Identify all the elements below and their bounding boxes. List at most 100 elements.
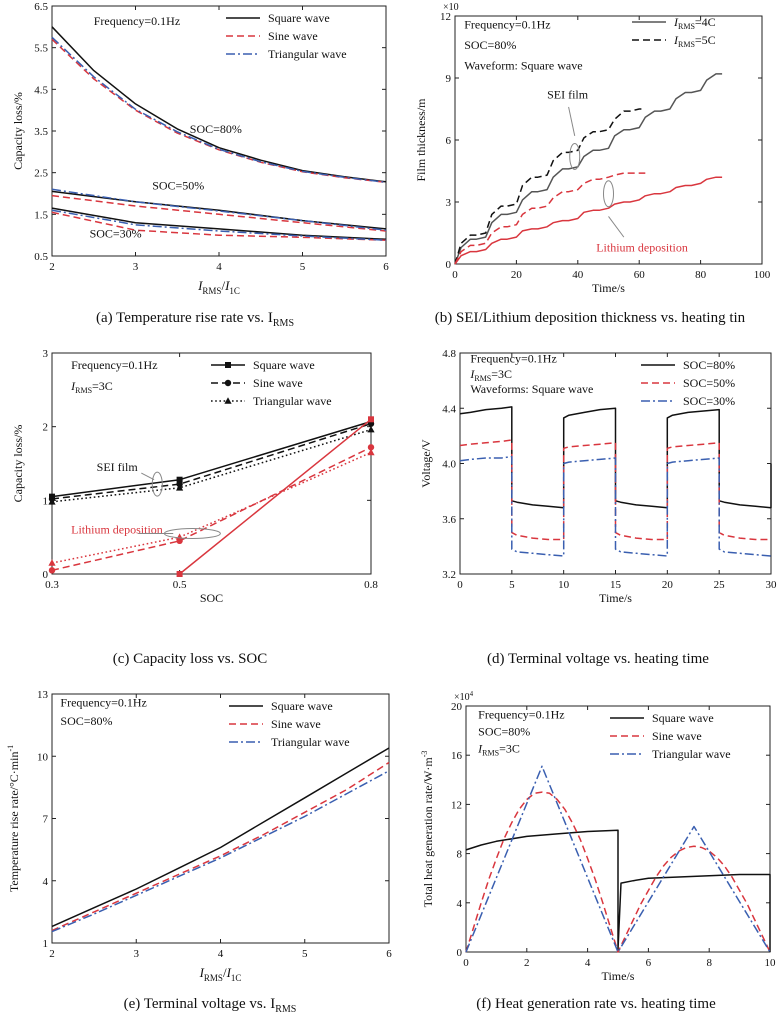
x-tick-label: 8 xyxy=(706,957,712,969)
annotation-text: SOC=80% xyxy=(464,38,516,52)
y-tick-label: 1 xyxy=(43,938,49,950)
x-axis-label: IRMS/I1C xyxy=(197,278,240,296)
data-point xyxy=(48,559,56,566)
series-line-a-0 xyxy=(51,26,387,183)
caption-c: (c) Capacity loss vs. SOC xyxy=(113,651,268,667)
annotation-text: Lithium deposition xyxy=(71,522,163,536)
data-point xyxy=(367,425,375,433)
legend-label: IRMS=5C xyxy=(673,33,716,49)
x-tick-label: 6 xyxy=(383,261,389,273)
annotation-text-tail: =3C xyxy=(499,742,520,756)
x-tick-label: 0 xyxy=(457,579,463,591)
caption-a: (a) Temperature rise rate vs. IRMS xyxy=(96,310,294,329)
x-tick-label: 10 xyxy=(558,579,570,591)
chart-panel-e: 2 3 4 5 6 1 4 7 10 13 IRMS/I1C Temperature rise rat… xyxy=(6,689,392,983)
y-tick-label: 0 xyxy=(446,259,452,271)
y-tick-label: 0.5 xyxy=(34,251,48,263)
y-tick-label: 0 xyxy=(43,569,49,581)
annotation-text: Waveform: Square wave xyxy=(464,59,582,73)
legend-label-main: I xyxy=(673,15,679,29)
annotation-text-main: I xyxy=(477,742,483,756)
x-tick-label: 0.5 xyxy=(173,579,187,591)
x-tick-label: 5 xyxy=(509,579,515,591)
annotation-text: SOC=50% xyxy=(152,178,204,192)
x-axis-label: Time/s xyxy=(592,281,625,295)
y-tick-label: 20 xyxy=(451,701,463,713)
series-line-a-4 xyxy=(51,194,387,232)
y-tick-label: 4.5 xyxy=(34,84,48,96)
legend-label: Sine wave xyxy=(253,376,303,390)
x-tick-label: 80 xyxy=(695,269,707,281)
chart-panel-f: 0 2 4 6 8 10 0 4 8 12 16 20 Time/s Total heat generat… xyxy=(420,690,776,983)
data-point xyxy=(48,567,56,574)
annotation-text: SOC=80% xyxy=(478,725,530,739)
annotation-text: SOC=80% xyxy=(190,122,242,136)
legend-label-main: I xyxy=(673,33,679,47)
legend-label: Sine wave xyxy=(268,29,318,43)
y-axis-label: Capacity loss/% xyxy=(11,92,25,170)
legend-label: SOC=50% xyxy=(683,376,735,390)
series-line-b-2 xyxy=(454,176,723,265)
chart-panel-a: 2 3 4 5 6 0.5 1.5 2.5 3.5 4.5 5.5 6.5 IRMS/I1C Capaci… xyxy=(11,1,389,296)
annotation-text: SEI film xyxy=(97,460,139,474)
legend-label: Triangular wave xyxy=(652,747,731,761)
legend-marker xyxy=(225,362,231,368)
legend-label: Square wave xyxy=(268,11,330,25)
legend-label: Square wave xyxy=(271,699,333,713)
y-tick-label: 16 xyxy=(451,750,463,762)
annotation-text: Waveforms: Square wave xyxy=(470,382,593,396)
data-point xyxy=(176,484,184,491)
series-line-a-6 xyxy=(51,207,387,241)
series-line-e-2 xyxy=(51,770,390,933)
data-point xyxy=(367,444,375,451)
x-tick-label: 2 xyxy=(49,261,55,273)
x-tick-label: 4 xyxy=(216,261,222,273)
x-axis-label: IRMS/I1C xyxy=(199,965,242,983)
callout-ellipse xyxy=(569,143,581,171)
y-tick-label: 2 xyxy=(43,422,49,434)
y-tick-label: 12 xyxy=(440,11,451,23)
x-tick-label: 100 xyxy=(754,269,771,281)
y-tick-label: 4.8 xyxy=(442,348,456,360)
annotation-text: Frequency=0.1Hz xyxy=(478,707,564,721)
y-tick-label: 2.5 xyxy=(34,168,48,180)
legend-label-sub: RMS xyxy=(678,22,695,31)
x-tick-label: 6 xyxy=(386,948,392,960)
series-line-f-0 xyxy=(465,829,771,952)
series-line-a-8 xyxy=(51,209,387,241)
plot-frame-e xyxy=(51,693,390,944)
x-tick-label: 4 xyxy=(218,948,224,960)
callout-ellipse xyxy=(151,471,163,497)
annotation-text-sub: RMS xyxy=(482,749,499,758)
annotation-text: Lithium deposition xyxy=(596,241,688,255)
y-tick-label: 8 xyxy=(457,849,463,861)
y-tick-label: 4 xyxy=(457,898,463,910)
axis-scale-label: ×104 xyxy=(454,690,474,703)
series-line-f-2 xyxy=(465,765,771,953)
annotation-text: SOC=30% xyxy=(90,226,142,240)
series-line-c-2 xyxy=(51,428,372,503)
series-line-f-1 xyxy=(465,791,771,953)
series-line-e-1 xyxy=(51,761,390,932)
x-tick-label: 15 xyxy=(610,579,622,591)
annotation-text: Frequency=0.1Hz xyxy=(71,358,157,372)
y-tick-label: 3.2 xyxy=(442,569,456,581)
legend-label: Triangular wave xyxy=(268,47,347,61)
caption-b: (b) SEI/Lithium deposition thickness vs.… xyxy=(435,310,746,326)
series-line-a-7 xyxy=(51,211,387,241)
x-tick-label: 40 xyxy=(572,269,584,281)
legend-label: Sine wave xyxy=(652,729,702,743)
x-tick-label: 20 xyxy=(511,269,523,281)
annotation-text-sub: RMS xyxy=(75,386,92,395)
data-point xyxy=(176,533,184,540)
annotation-text: IRMS=3C xyxy=(70,379,113,395)
legend-label: Sine wave xyxy=(271,717,321,731)
annotation-text: SEI film xyxy=(547,88,589,102)
callout-ellipse xyxy=(603,180,614,208)
series-line-b-0 xyxy=(454,73,723,265)
y-tick-label: 3 xyxy=(446,197,452,209)
legend-label-tail: =5C xyxy=(695,33,716,47)
x-tick-label: 3 xyxy=(134,948,140,960)
legend-label-tail: =4C xyxy=(695,15,716,29)
annotation-text: IRMS=3C xyxy=(477,742,520,758)
